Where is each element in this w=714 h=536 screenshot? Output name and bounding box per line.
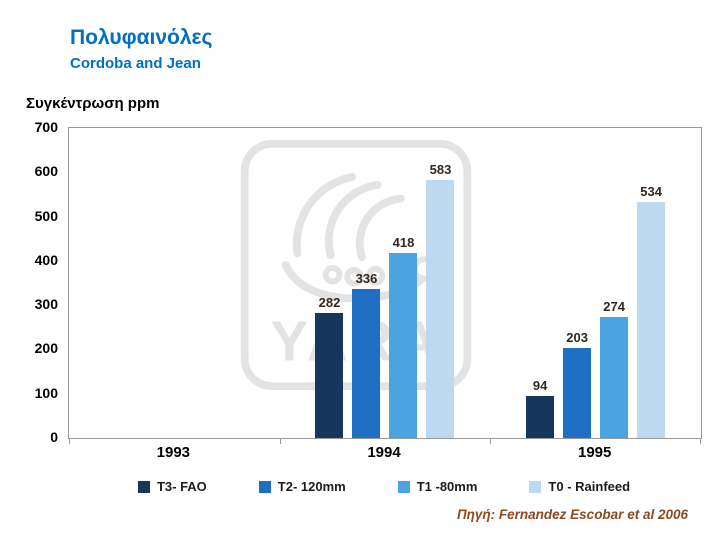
legend-label: T3- FAO: [156, 479, 207, 494]
bar-column: 418: [389, 234, 418, 438]
x-axis-labels: 1993 1994 1995: [68, 444, 700, 461]
bar: [389, 252, 418, 438]
bar: [352, 289, 381, 438]
y-tick-label: 100: [34, 384, 58, 401]
plot-area: 282 336 418 583 94 203 274 534: [68, 127, 702, 444]
y-tick-label: 300: [34, 296, 58, 313]
bar: [600, 316, 629, 438]
y-tick-label: 200: [34, 340, 58, 357]
y-axis-ticks: 700 600 500 400 300 200 100 0: [20, 119, 62, 445]
legend-label: T0 - Rainfeed: [548, 479, 631, 494]
bar-value-label: 274: [603, 298, 625, 314]
bar-value-label: 336: [355, 271, 378, 287]
x-axis-tick: [279, 439, 281, 444]
legend-swatch: [529, 480, 542, 493]
bar-value-label: 282: [318, 295, 341, 311]
x-category-label: 1994: [367, 444, 401, 461]
bar-value-label: 534: [640, 183, 662, 199]
x-axis-tick: [490, 439, 492, 444]
bar-value-label: 94: [532, 378, 548, 394]
x-axis-tick: [700, 439, 701, 444]
legend: T3- FAO T2- 120mm T1 -80mm T0 - Rainfeed: [68, 479, 700, 494]
bar-column: 336: [352, 271, 381, 438]
bar: [315, 313, 344, 438]
bar-group: 282 336 418 583: [280, 162, 491, 438]
bar-column: 583: [426, 161, 455, 438]
legend-swatch: [397, 480, 410, 493]
y-tick-label: 400: [34, 251, 58, 268]
bar-column: 534: [637, 183, 666, 438]
bar-column: 203: [563, 330, 592, 438]
bar-value-label: 583: [429, 161, 452, 177]
legend-item: T0 - Rainfeed: [529, 479, 630, 494]
bar: [426, 179, 455, 438]
bar-column: 94: [526, 378, 555, 438]
bar-group: 94 203 274 534: [490, 184, 701, 438]
legend-label: T1 -80mm: [416, 479, 478, 494]
legend-item: T1 -80mm: [397, 479, 478, 494]
source-note: Πηγή: Fernandez Escobar et al 2006: [456, 507, 688, 522]
bar-column: 274: [600, 298, 629, 438]
x-category-label: 1993: [156, 444, 191, 461]
legend-item: T2- 120mm: [258, 479, 346, 494]
y-tick-label: 500: [34, 207, 58, 224]
bar-value-label: 203: [566, 330, 588, 346]
bar-value-label: 418: [392, 234, 415, 250]
y-tick-label: 600: [34, 163, 58, 180]
bar: [637, 201, 666, 438]
x-axis-tick: [69, 439, 70, 444]
bar: [563, 348, 592, 438]
x-category-label: 1995: [577, 444, 612, 461]
legend-item: T3- FAO: [137, 479, 207, 494]
legend-swatch: [258, 480, 271, 493]
chart-title: Πολυφαινόλες: [70, 26, 213, 49]
y-tick-label: 0: [50, 429, 58, 445]
chart-subtitle: Cordoba and Jean: [70, 55, 201, 72]
y-tick-label: 700: [34, 119, 58, 135]
bar-column: 282: [315, 295, 344, 438]
legend-swatch: [137, 480, 150, 493]
y-axis-title: Συγκέντρωση ppm: [26, 95, 160, 112]
bar: [526, 396, 555, 438]
legend-label: T2- 120mm: [277, 479, 346, 494]
